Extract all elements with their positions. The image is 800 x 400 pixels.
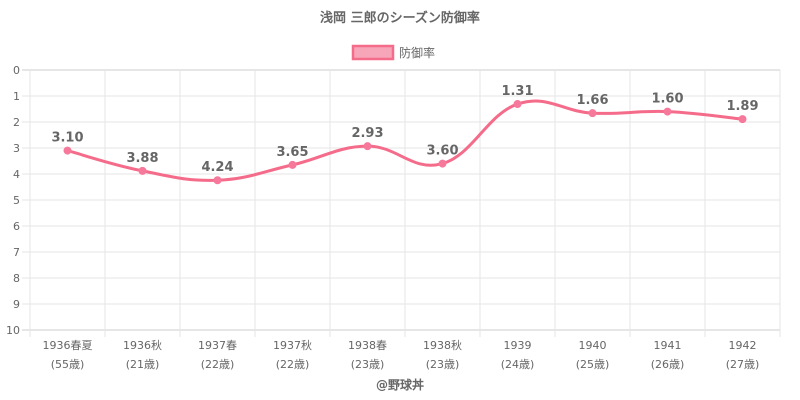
data-points — [63, 100, 747, 185]
data-point — [588, 109, 597, 118]
data-point — [63, 146, 72, 155]
data-point — [738, 115, 747, 124]
x-tick-label: 1937春 — [198, 339, 237, 352]
data-label: 1.60 — [651, 92, 683, 107]
x-tick-age: (21歳) — [126, 358, 160, 371]
x-axis-ticks: 1936春夏 (55歳) 1936秋 (21歳) 1937春 (22歳) 1937秋 (22歳… — [43, 338, 760, 371]
legend-label: 防御率 — [399, 45, 435, 60]
y-tick-label: 5 — [13, 194, 20, 207]
y-tick-label: 7 — [13, 246, 20, 259]
x-tick-age: (27歳) — [726, 358, 760, 371]
legend[interactable]: 防御率 — [351, 44, 435, 61]
data-point — [513, 100, 522, 109]
data-label: 4.24 — [201, 160, 233, 175]
x-tick-label: 1939 — [504, 339, 532, 352]
data-label: 3.88 — [126, 151, 158, 166]
x-tick-label: 1938春 — [348, 339, 387, 352]
x-tick-age: (22歳) — [201, 358, 235, 371]
x-tick-age: (55歳) — [51, 358, 85, 371]
x-tick-label: 1940 — [579, 339, 607, 352]
data-label: 1.66 — [576, 93, 608, 108]
data-point — [138, 166, 147, 175]
data-point — [663, 107, 672, 116]
data-label: 3.10 — [51, 131, 83, 146]
x-tick-label: 1942 — [729, 339, 757, 352]
y-tick-label: 0 — [13, 64, 20, 77]
x-tick-age: (26歳) — [651, 358, 685, 371]
y-axis-ticks: 0 1 2 3 4 5 6 7 8 9 10 — [6, 64, 20, 337]
x-tick-label: 1937秋 — [273, 338, 312, 352]
x-tick-label: 1936秋 — [123, 338, 162, 352]
x-tick-label: 1936春夏 — [43, 339, 93, 352]
x-tick-age: (25歳) — [576, 358, 610, 371]
y-tick-label: 1 — [13, 90, 20, 103]
data-point — [213, 176, 222, 185]
x-tick-age: (23歳) — [426, 358, 460, 371]
data-point — [288, 160, 297, 169]
data-label: 1.31 — [501, 84, 533, 99]
credit-text: @野球丼 — [376, 377, 424, 392]
data-label: 3.60 — [426, 144, 458, 159]
legend-swatch — [351, 44, 395, 61]
grid — [22, 69, 781, 337]
y-tick-label: 9 — [13, 298, 20, 311]
data-label: 3.65 — [276, 145, 308, 160]
y-tick-label: 2 — [13, 116, 20, 129]
data-label: 2.93 — [351, 126, 383, 141]
y-tick-label: 10 — [6, 324, 20, 337]
y-tick-label: 4 — [13, 168, 20, 181]
data-labels: 3.10 3.88 4.24 3.65 2.93 3.60 1.31 1.66 1.60 1.89 — [51, 84, 758, 175]
series-line-era — [67, 99, 743, 182]
data-point — [438, 159, 447, 168]
x-tick-age: (24歳) — [501, 358, 535, 371]
x-tick-age: (23歳) — [351, 358, 385, 371]
data-label: 1.89 — [726, 99, 758, 114]
y-tick-label: 8 — [13, 272, 20, 285]
data-point — [363, 142, 372, 151]
x-tick-label: 1941 — [654, 339, 682, 352]
x-tick-age: (22歳) — [276, 358, 310, 371]
chart-title: 浅岡 三郎のシーズン防御率 — [320, 10, 480, 26]
x-tick-label: 1938秋 — [423, 338, 462, 352]
y-tick-label: 6 — [13, 220, 20, 233]
y-tick-label: 3 — [13, 142, 20, 155]
